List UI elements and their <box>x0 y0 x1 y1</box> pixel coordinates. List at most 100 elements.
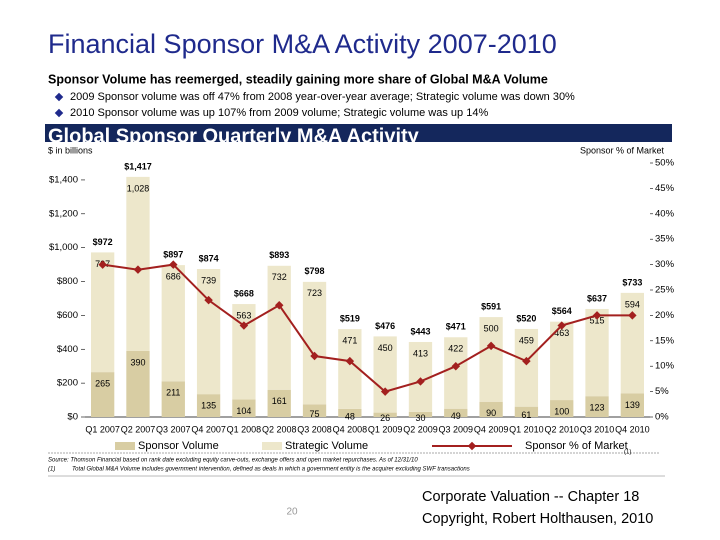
bar-segment <box>444 408 468 417</box>
y2-axis-title: Sponsor % of Market <box>580 145 665 155</box>
x-tick-label: Q4 2010 <box>615 424 650 434</box>
bar-segment <box>373 412 397 417</box>
data-label: 686 <box>166 271 181 281</box>
data-label: 723 <box>307 288 322 298</box>
total-label: $893 <box>269 250 289 260</box>
line-marker <box>345 356 355 366</box>
x-tick-label: Q2 2009 <box>403 424 438 434</box>
bar-segment <box>126 350 150 417</box>
bullet-icon <box>54 108 64 118</box>
bar-segment <box>91 372 115 417</box>
data-label: 211 <box>166 388 180 398</box>
total-label: $519 <box>340 313 360 323</box>
bar-segment <box>267 265 291 390</box>
line <box>102 263 633 393</box>
bar-segment <box>479 401 503 417</box>
x-tick-label: Q2 2007 <box>121 424 156 434</box>
bar-segment <box>232 304 256 400</box>
data-label: 594 <box>625 299 640 309</box>
bar-segment <box>585 396 609 417</box>
line-marker <box>239 321 249 330</box>
legend-label: Sponsor Volume <box>138 440 219 452</box>
data-label: 61 <box>521 410 531 420</box>
legend-swatch <box>467 441 477 451</box>
subtitle: Sponsor Volume has reemerged, steadily g… <box>48 72 548 86</box>
x-tick-label: Q1 2008 <box>227 424 262 434</box>
total-label: $668 <box>234 288 254 298</box>
data-label: 135 <box>201 401 216 411</box>
data-label: 265 <box>95 379 110 389</box>
page-number: 20 <box>286 507 298 518</box>
y2-tick-label: 50% <box>655 158 675 169</box>
total-label: $443 <box>410 326 430 336</box>
bar-segment <box>267 389 291 417</box>
data-label: 75 <box>310 409 320 419</box>
bar-segment <box>514 406 539 417</box>
data-label: 463 <box>554 328 569 338</box>
legend-note: (1) <box>624 450 631 456</box>
legend-swatch <box>115 442 135 450</box>
y2-tick-label: 25% <box>655 285 675 296</box>
y-tick-label: $400 <box>57 344 78 355</box>
source-note: Source: Thomson Financial based on rank … <box>48 458 418 464</box>
bar-segment <box>232 399 256 417</box>
y-tick-label: $600 <box>57 310 78 321</box>
bullet: 2009 Sponsor volume was off 47% from 200… <box>70 91 575 103</box>
legend-label: Strategic Volume <box>285 440 368 452</box>
y2-tick-label: 0% <box>655 412 669 423</box>
bullet-icon <box>54 92 64 102</box>
line-marker <box>486 341 496 351</box>
x-tick-label: Q1 2010 <box>509 424 544 434</box>
bar-segment <box>196 394 221 417</box>
footnote: Total Global M&A Volume includes governm… <box>72 467 470 473</box>
data-label: 30 <box>415 413 425 423</box>
bar-segment <box>550 400 574 417</box>
data-label: 90 <box>486 408 496 418</box>
y-tick-label: $1,200 <box>49 208 78 219</box>
line-marker <box>416 377 425 386</box>
total-label: $591 <box>481 301 501 311</box>
line-marker <box>557 321 566 330</box>
y2-tick-label: 40% <box>655 208 675 219</box>
data-label: 563 <box>236 310 251 320</box>
footer: Corporate Valuation -- Chapter 18 <box>422 489 639 505</box>
x-tick-label: Q3 2008 <box>297 424 332 434</box>
x-tick-label: Q4 2008 <box>333 424 368 434</box>
y-tick-label: $0 <box>67 412 78 423</box>
x-tick-label: Q2 2008 <box>262 424 297 434</box>
line-marker <box>98 260 107 269</box>
y2-tick-label: 30% <box>655 259 675 270</box>
line-marker <box>380 387 390 396</box>
data-label: 515 <box>590 315 605 325</box>
x-tick-label: Q3 2010 <box>580 424 615 434</box>
x-tick-label: Q4 2009 <box>474 424 509 434</box>
total-label: $733 <box>622 277 642 287</box>
x-tick-label: Q3 2009 <box>439 424 474 434</box>
x-tick-label: Q1 2009 <box>368 424 403 434</box>
data-label: 500 <box>484 323 499 333</box>
line-marker <box>204 295 213 305</box>
data-label: 739 <box>201 275 216 285</box>
chart-title-band <box>45 124 672 142</box>
bar-segment <box>91 252 115 373</box>
bar-segment <box>408 411 433 417</box>
y-tick-label: $800 <box>57 276 78 287</box>
bar-segment <box>338 329 362 409</box>
bar-segment <box>126 176 150 351</box>
y-tick-label: $200 <box>57 378 78 389</box>
data-label: 1,028 <box>127 183 150 193</box>
y2-tick-label: 5% <box>655 386 669 397</box>
data-label: 422 <box>448 344 463 354</box>
data-label: 48 <box>345 411 355 421</box>
y2-tick-label: 10% <box>655 361 675 372</box>
data-label: 413 <box>413 348 428 358</box>
y2-tick-label: 35% <box>655 234 675 245</box>
bar-segment <box>620 393 644 417</box>
y2-tick-label: 15% <box>655 335 675 346</box>
bar-segment <box>161 381 185 417</box>
bar-segment <box>408 341 433 412</box>
x-tick-label: Q3 2007 <box>156 424 191 434</box>
line-marker <box>628 311 637 320</box>
footnote-marker: (1) <box>48 467 55 473</box>
